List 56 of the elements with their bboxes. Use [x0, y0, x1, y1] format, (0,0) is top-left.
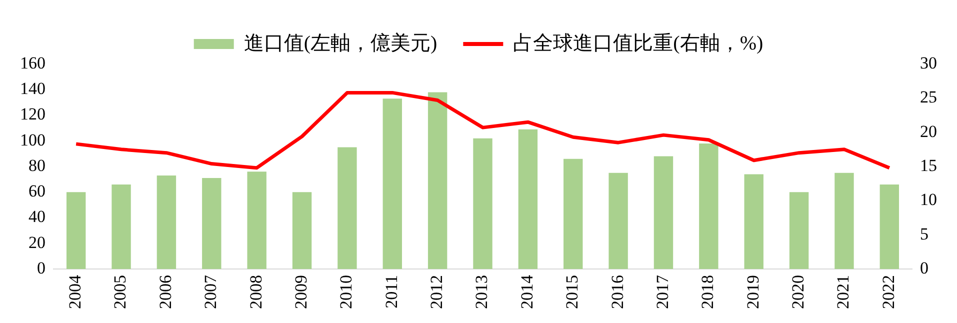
y-tick-label: 80	[28, 156, 46, 175]
x-tick-label: 2004	[66, 274, 85, 309]
bar	[428, 92, 448, 269]
y2-tick-label: 15	[920, 156, 937, 175]
bar	[66, 192, 86, 269]
y-tick-label: 60	[28, 182, 46, 201]
y-tick-label: 120	[20, 104, 46, 124]
x-tick-label: 2011	[382, 275, 401, 308]
bar	[292, 192, 312, 269]
legend-label: 進口值(左軸，億美元)	[244, 31, 438, 54]
bar	[789, 192, 809, 269]
x-tick-label: 2014	[517, 274, 536, 309]
x-tick-label: 2008	[246, 275, 266, 309]
bar	[654, 156, 674, 269]
x-tick-label: 2012	[427, 275, 446, 309]
bar	[518, 129, 538, 269]
bar	[699, 143, 718, 269]
y2-tick-label: 5	[920, 224, 928, 244]
x-tick-label: 2019	[743, 275, 762, 309]
x-tick-label: 2007	[201, 274, 220, 309]
x-tick-label: 2006	[156, 275, 175, 309]
bar	[473, 138, 492, 269]
bar	[338, 147, 357, 269]
x-tick-label: 2015	[562, 275, 582, 309]
y2-tick-label: 20	[920, 122, 937, 141]
y2-tick-label: 10	[920, 190, 937, 210]
x-tick-label: 2022	[878, 275, 898, 309]
x-tick-label: 2016	[608, 275, 627, 309]
x-tick-label: 2005	[110, 275, 130, 309]
bar	[608, 172, 628, 269]
x-tick-label: 2009	[291, 275, 310, 309]
bar	[564, 158, 583, 269]
bar	[382, 98, 402, 269]
bar	[247, 172, 266, 269]
x-tick-label: 2020	[788, 275, 808, 309]
bar	[156, 175, 176, 269]
bar	[112, 184, 131, 269]
y2-tick-label: 30	[920, 53, 937, 72]
x-tick-label: 2013	[472, 275, 492, 309]
x-tick-label: 2010	[336, 275, 356, 309]
x-tick-label: 2018	[698, 275, 718, 309]
x-tick-label: 2017	[652, 274, 672, 309]
legend-label: 占全球進口值比重(右軸，%)	[513, 32, 764, 54]
bar	[880, 184, 900, 269]
bar	[834, 172, 854, 269]
y2-tick-label: 25	[920, 88, 937, 107]
bar	[202, 178, 222, 269]
y-tick-label: 20	[28, 232, 46, 252]
y-tick-label: 40	[28, 207, 46, 226]
x-tick-label: 2021	[834, 275, 853, 309]
y-tick-label: 100	[20, 130, 46, 150]
y-tick-label: 140	[20, 79, 46, 98]
y-tick-label: 160	[20, 53, 46, 72]
y-tick-label: 0	[37, 258, 46, 278]
y2-tick-label: 0	[920, 258, 928, 278]
bar	[744, 174, 764, 269]
